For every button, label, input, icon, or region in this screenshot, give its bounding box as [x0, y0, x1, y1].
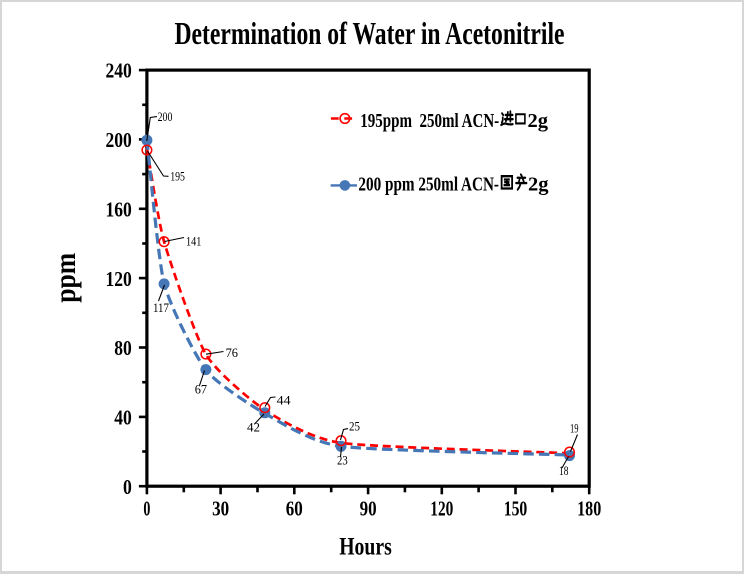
svg-text:0: 0: [143, 497, 150, 521]
svg-text:Hours: Hours: [339, 533, 392, 560]
svg-text:200: 200: [158, 110, 173, 124]
svg-text:195: 195: [170, 170, 185, 184]
svg-text:42: 42: [247, 421, 260, 435]
svg-text:60: 60: [286, 497, 303, 521]
svg-text:195ppm 250ml ACN-: 195ppm 250ml ACN-: [360, 111, 499, 132]
svg-text:117: 117: [153, 301, 169, 315]
svg-text:19: 19: [570, 422, 579, 436]
svg-text:180: 180: [577, 497, 601, 521]
svg-text:30: 30: [212, 497, 229, 521]
svg-text:40: 40: [114, 406, 132, 430]
svg-text:76: 76: [226, 346, 238, 360]
svg-text:240: 240: [106, 59, 132, 83]
svg-text:23: 23: [337, 454, 348, 468]
svg-text:25: 25: [349, 420, 360, 434]
svg-text:150: 150: [504, 497, 528, 521]
svg-text:200: 200: [106, 128, 132, 152]
svg-text:67: 67: [195, 383, 207, 397]
svg-text:ppm: ppm: [49, 253, 82, 303]
svg-text:44: 44: [277, 394, 291, 408]
svg-text:120: 120: [106, 267, 132, 291]
svg-text:18: 18: [559, 464, 568, 478]
svg-text:Determination of Water in Acet: Determination of Water in Acetonitrile: [175, 15, 565, 51]
svg-text:160: 160: [106, 197, 132, 221]
svg-text:2g: 2g: [528, 175, 549, 196]
svg-text:141: 141: [186, 235, 201, 249]
svg-text:120: 120: [430, 497, 453, 521]
svg-text:80: 80: [114, 336, 132, 360]
svg-text:0: 0: [123, 475, 132, 499]
svg-text:90: 90: [360, 497, 377, 521]
svg-text:2g: 2g: [528, 111, 549, 132]
svg-text:200 ppm 250ml ACN-: 200 ppm 250ml ACN-: [358, 175, 499, 196]
